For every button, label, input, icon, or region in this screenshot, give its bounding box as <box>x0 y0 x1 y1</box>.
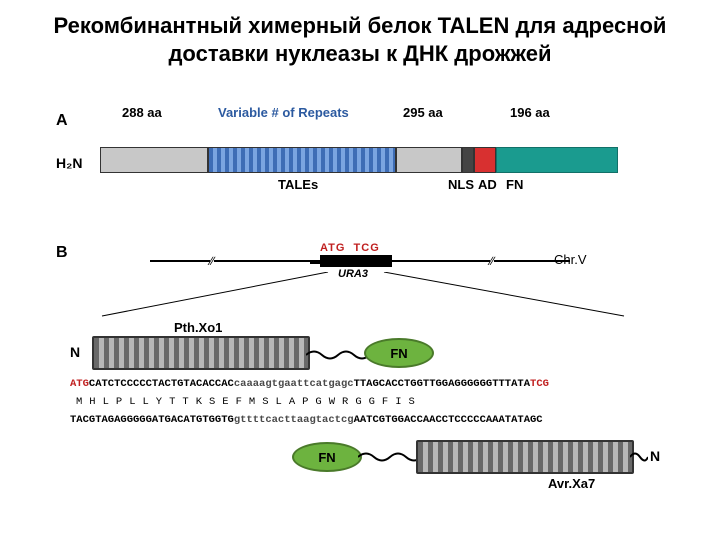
h2n-label: H₂N <box>56 155 82 171</box>
tale-box-bottom <box>416 440 634 474</box>
atg-tcg-label: ATG TCG <box>320 242 380 254</box>
seg-tales <box>208 147 396 173</box>
aa-196: 196 aa <box>510 105 550 120</box>
aa-labels-row: 288 aa Variable # of Repeats 295 aa 196 … <box>50 105 670 125</box>
n-terminus-bottom: N <box>650 448 660 464</box>
panel-b-label: B <box>56 244 68 262</box>
fn-oval-top: FN <box>364 338 434 368</box>
seg-295aa <box>396 147 462 173</box>
panel-a: 288 aa Variable # of Repeats 295 aa 196 … <box>50 105 670 195</box>
seg-ad <box>474 147 496 173</box>
panel-a-bottom-labels: TALEs NLS AD FN <box>100 177 720 195</box>
seg-288aa <box>100 147 208 173</box>
zoom-wedge-icon <box>98 272 628 318</box>
variable-repeats-label: Variable # of Repeats <box>218 105 349 120</box>
seq-top: ATGCATCTCCCCCTACTGTACACCACcaaaagtgaattca… <box>70 378 549 390</box>
break-right-icon: ∕∕ <box>490 254 494 268</box>
n-terminus-top: N <box>70 344 80 360</box>
ura3-box <box>320 255 392 267</box>
chrv-label: Chr.V <box>554 252 587 267</box>
fn-oval-bottom: FN <box>292 442 362 472</box>
aa-row: MHLPLLYTTKSEFMSLAPGWRGGFIS <box>76 396 422 408</box>
break-left-icon: ∕∕ <box>210 254 214 268</box>
nls-label: NLS <box>448 177 474 192</box>
fn-label: FN <box>506 177 523 192</box>
tail-icon <box>630 450 648 464</box>
tales-label: TALEs <box>278 177 318 192</box>
seg-fn <box>496 147 618 173</box>
avrxa7-label: Avr.Xa7 <box>548 476 595 491</box>
linker-top-icon <box>306 348 370 362</box>
ad-label: AD <box>478 177 497 192</box>
slide-title: Рекомбинантный химерный белок TALEN для … <box>0 0 720 75</box>
seq-bot: TACGTAGAGGGGGATGACATGTGGTGgttttcacttaagt… <box>70 414 543 426</box>
tale-box-top <box>92 336 310 370</box>
pthxo1-label: Pth.Xo1 <box>174 320 222 335</box>
aa-288: 288 aa <box>122 105 162 120</box>
protein-domain-bar <box>100 147 620 173</box>
aa-295: 295 aa <box>403 105 443 120</box>
linker-bottom-icon <box>358 450 422 464</box>
seg-nls <box>462 147 474 173</box>
